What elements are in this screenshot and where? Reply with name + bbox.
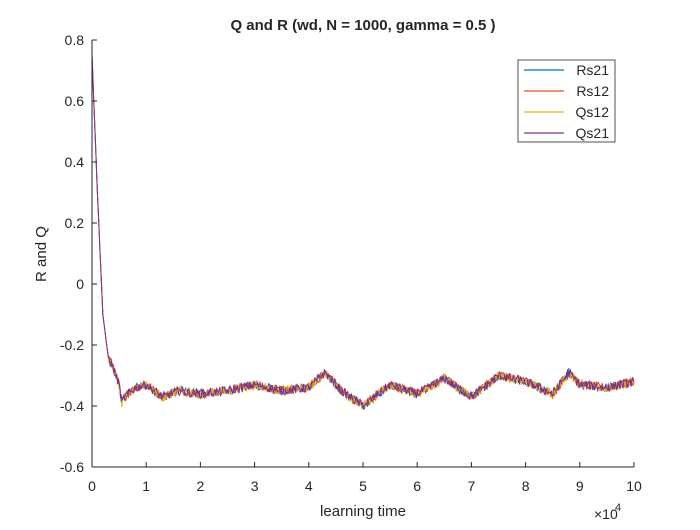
x-tick-label: 8 [522,478,530,494]
x-axis-label: learning time [320,503,406,520]
x-tick-label: 5 [359,478,367,494]
legend-label-qs21: Qs21 [576,125,610,141]
chart-title: Q and R (wd, N = 1000, gamma = 0.5 ) [230,17,495,34]
x-tick-label: 10 [626,478,642,494]
legend-box [517,59,616,143]
x-tick-label: 7 [468,478,476,494]
y-axis-label: R and Q [33,226,50,282]
legend-label-rs12: Rs12 [576,83,609,99]
x-tick-label: 6 [413,478,421,494]
x-exponent: ×10 4 [594,502,621,522]
y-tick-label: 0.4 [65,154,85,170]
series-layer [91,55,635,411]
legend-label-rs21: Rs21 [576,62,609,78]
x-tick-label: 3 [251,478,259,494]
y-tick-label: -0.4 [60,398,84,414]
y-tick-label: 0.8 [65,32,85,48]
legend: Rs21 Rs12 Qs12 Qs21 [517,59,616,143]
x-tick-label: 1 [142,478,150,494]
x-exponent-power: 4 [615,502,621,514]
y-tick-label: 0.2 [65,215,85,231]
x-tick-label: 4 [305,478,313,494]
x-ticks: 0 1 2 3 4 5 6 7 8 9 10 [88,462,642,494]
legend-label-qs12: Qs12 [576,104,610,120]
x-exponent-base: ×10 [594,506,618,522]
x-tick-label: 9 [576,478,584,494]
y-ticks: -0.6 -0.4 -0.2 0 0.2 0.4 0.6 0.8 [60,32,97,475]
y-tick-label: -0.6 [60,459,84,475]
x-tick-label: 2 [197,478,205,494]
y-tick-label: 0.6 [65,93,85,109]
y-tick-label: 0 [76,276,84,292]
series-line-qs21 [91,55,635,411]
x-tick-label: 0 [88,478,96,494]
y-tick-label: -0.2 [60,337,84,353]
